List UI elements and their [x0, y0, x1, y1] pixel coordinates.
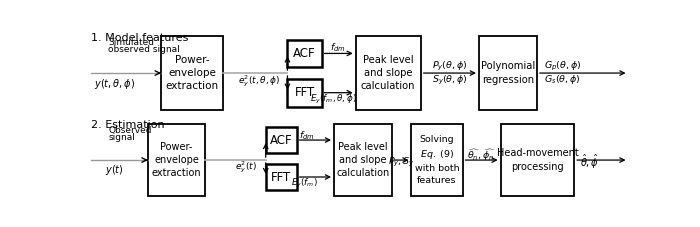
Text: signal: signal — [108, 133, 135, 142]
Text: 1. Model features: 1. Model features — [90, 33, 188, 43]
Text: Simulated: Simulated — [108, 38, 155, 47]
Text: observed signal: observed signal — [108, 45, 180, 54]
Bar — [148, 124, 205, 196]
Text: $f_{dm}$: $f_{dm}$ — [330, 42, 346, 54]
Text: $P_y, S_y$: $P_y, S_y$ — [389, 156, 415, 169]
Text: $\hat{\theta}, \hat{\phi}$: $\hat{\theta}, \hat{\phi}$ — [580, 153, 599, 171]
Bar — [356, 37, 421, 110]
Text: Power-
envelope
extraction: Power- envelope extraction — [166, 55, 218, 91]
Text: $E_y(f_m,\theta,\phi)$: $E_y(f_m,\theta,\phi)$ — [309, 93, 356, 106]
Text: Power-
envelope
extraction: Power- envelope extraction — [152, 142, 202, 178]
Bar — [288, 39, 321, 67]
Bar — [412, 124, 463, 196]
Text: Peak level
and slope
calculation: Peak level and slope calculation — [337, 142, 390, 178]
Text: $G_s(\theta,\phi)$: $G_s(\theta,\phi)$ — [545, 74, 581, 86]
Text: Head-movement
processing: Head-movement processing — [496, 148, 578, 172]
Text: FFT: FFT — [271, 170, 291, 183]
Text: Observed: Observed — [108, 126, 152, 135]
Text: $S_y(\theta,\phi)$: $S_y(\theta,\phi)$ — [432, 74, 468, 86]
Text: $\widehat{\theta_n}, \widehat{\phi_n}$: $\widehat{\theta_n}, \widehat{\phi_n}$ — [467, 148, 496, 163]
Text: $e_y^2(t)$: $e_y^2(t)$ — [235, 159, 258, 175]
Text: 2. Estimation: 2. Estimation — [90, 120, 164, 130]
Text: ACF: ACF — [270, 133, 293, 147]
Bar — [479, 37, 537, 110]
Bar — [500, 124, 574, 196]
Bar — [266, 164, 297, 190]
Text: $y(t)$: $y(t)$ — [105, 163, 124, 177]
Text: ACF: ACF — [293, 47, 316, 60]
Bar — [266, 127, 297, 153]
Text: $f_{dm}$: $f_{dm}$ — [299, 129, 314, 142]
Text: $G_p(\theta,\phi)$: $G_p(\theta,\phi)$ — [544, 60, 581, 74]
Text: Polynomial
regression: Polynomial regression — [481, 62, 535, 85]
Text: Solving
$Eq.$ $(9)$
with both
features: Solving $Eq.$ $(9)$ with both features — [414, 136, 459, 185]
Text: $E_y(f_m)$: $E_y(f_m)$ — [291, 177, 318, 190]
Text: Peak level
and slope
calculation: Peak level and slope calculation — [361, 55, 416, 91]
Text: $y(t,\theta,\phi)$: $y(t,\theta,\phi)$ — [94, 77, 135, 91]
Bar — [334, 124, 392, 196]
Text: FFT: FFT — [295, 86, 314, 99]
Text: $P_y(\theta,\phi)$: $P_y(\theta,\phi)$ — [432, 60, 468, 74]
Bar — [288, 79, 321, 106]
Text: $e_y^2(t,\theta,\phi)$: $e_y^2(t,\theta,\phi)$ — [238, 73, 281, 89]
Bar — [161, 37, 223, 110]
